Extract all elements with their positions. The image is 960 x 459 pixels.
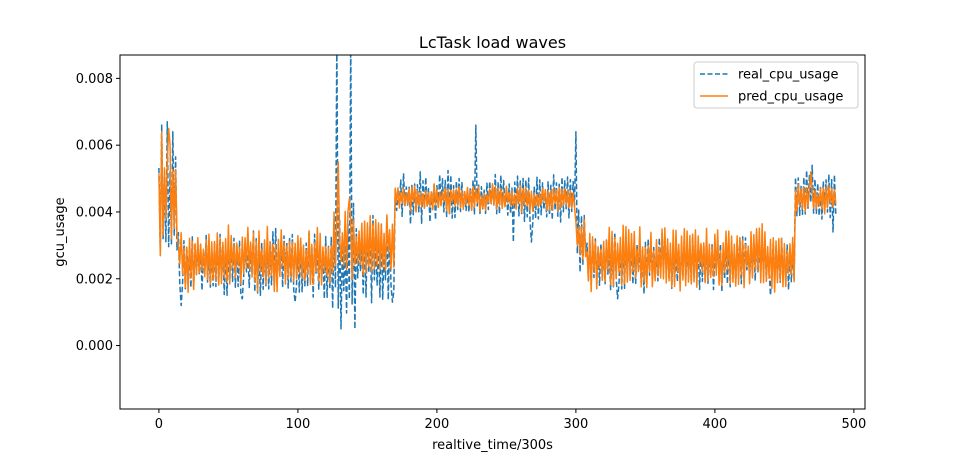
x-tick-label: 200 xyxy=(424,417,449,432)
y-axis-ticks: 0.000 0.002 0.004 0.006 0.008 xyxy=(76,72,120,354)
legend-label-pred: pred_cpu_usage xyxy=(738,90,843,105)
x-tick-label: 500 xyxy=(841,417,866,432)
y-tick-label: 0.002 xyxy=(76,272,113,287)
legend: real_cpu_usage pred_cpu_usage xyxy=(693,61,859,109)
y-tick-label: 0.004 xyxy=(76,205,113,220)
x-axis-ticks: 0 100 200 300 400 500 xyxy=(155,409,866,432)
x-tick-label: 400 xyxy=(702,417,727,432)
legend-label-real: real_cpu_usage xyxy=(738,68,839,83)
legend-box xyxy=(693,61,859,109)
y-tick-label: 0.008 xyxy=(76,72,113,87)
x-axis-title: realtive_time/300s xyxy=(432,438,553,453)
plot-frame xyxy=(119,54,866,410)
x-tick-label: 300 xyxy=(563,417,588,432)
y-tick-label: 0.000 xyxy=(76,339,113,354)
y-axis-title: gcu_usage xyxy=(53,197,68,266)
x-tick-label: 100 xyxy=(285,417,310,432)
series-layer xyxy=(158,55,837,330)
series-line-pred_cpu_usage xyxy=(158,127,837,294)
x-tick-label: 0 xyxy=(155,417,163,432)
chart-title: LcTask load waves xyxy=(419,33,566,52)
y-tick-label: 0.006 xyxy=(76,139,113,154)
